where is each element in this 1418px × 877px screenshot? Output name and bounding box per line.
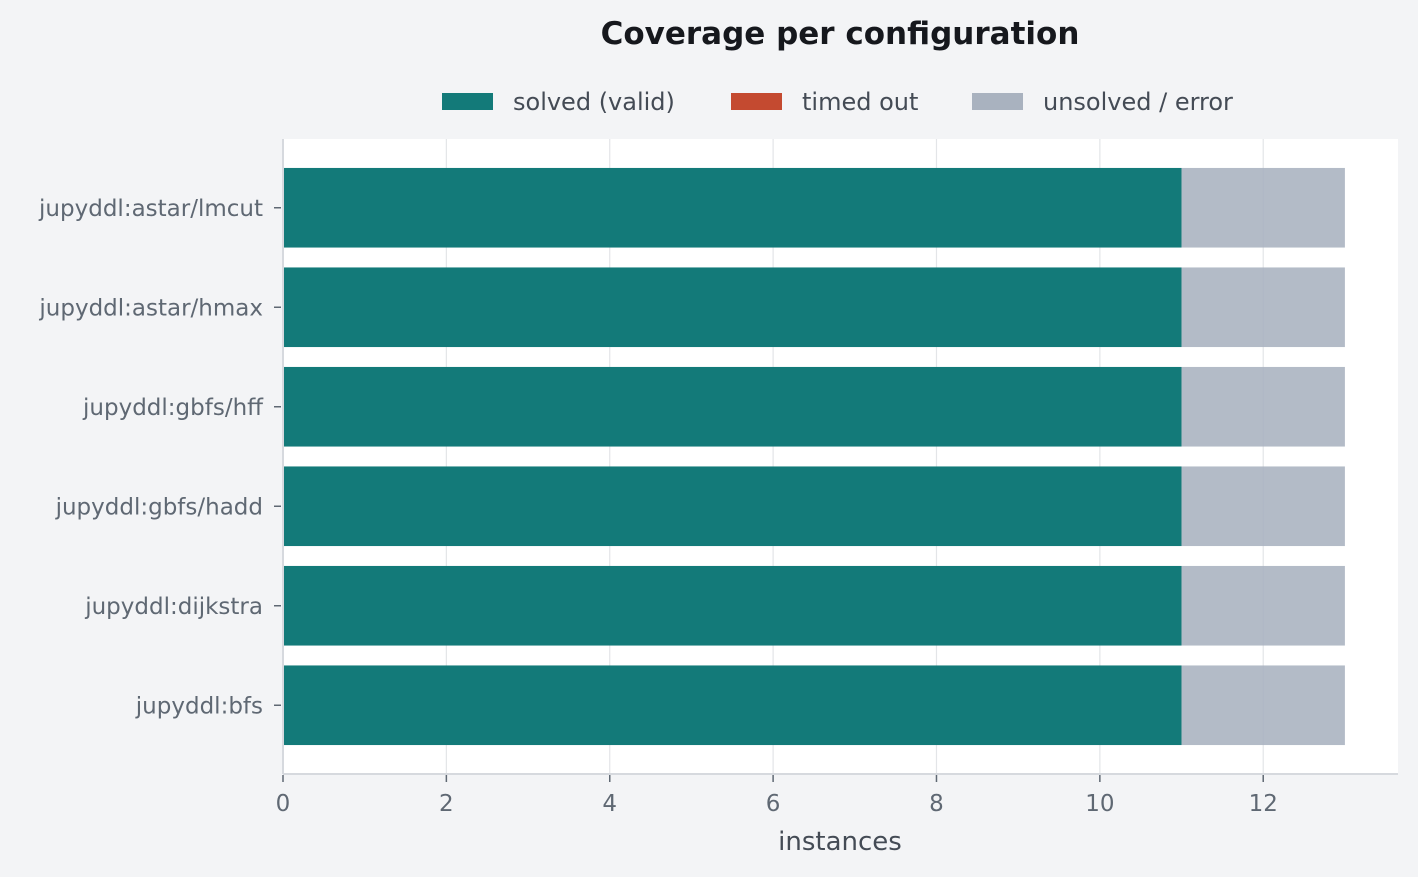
bar-segment <box>1181 267 1345 348</box>
bar-segment <box>1181 565 1345 646</box>
bar-segment <box>283 267 1182 348</box>
legend-swatch <box>972 93 1023 110</box>
bar-segment <box>283 366 1182 447</box>
y-tick-label: jupyddl:gbfs/hadd <box>55 494 263 520</box>
y-tick-label: jupyddl:bfs <box>135 693 263 719</box>
legend-swatch <box>442 93 493 110</box>
bar-segment <box>283 665 1182 746</box>
legend-label: unsolved / error <box>1043 88 1233 116</box>
bar-segment <box>1181 466 1345 547</box>
x-axis-label: instances <box>778 827 902 857</box>
bar-segment <box>1181 366 1345 447</box>
bar-segment <box>1181 665 1345 746</box>
y-tick-label: jupyddl:dijkstra <box>84 594 263 620</box>
x-tick-label: 12 <box>1249 791 1278 817</box>
legend: solved (valid) timed out unsolved / error <box>442 88 1233 116</box>
x-tick-label: 4 <box>602 791 617 817</box>
y-tick-label: jupyddl:gbfs/hff <box>82 395 264 421</box>
bar-segment <box>283 565 1182 646</box>
bar-segment <box>283 167 1182 248</box>
x-tick-label: 10 <box>1085 791 1114 817</box>
x-tick-label: 2 <box>439 791 454 817</box>
x-tick-label: 0 <box>276 791 291 817</box>
x-axis-ticks: 0 2 4 6 8 10 12 <box>276 775 1278 817</box>
bars <box>283 167 1345 746</box>
bar-segment <box>1181 167 1345 248</box>
legend-label: timed out <box>802 88 918 116</box>
y-tick-label: jupyddl:astar/lmcut <box>38 196 263 222</box>
y-axis-ticks: jupyddl:astar/lmcut jupyddl:astar/hmax jup… <box>38 196 281 719</box>
x-tick-label: 8 <box>929 791 944 817</box>
y-tick-label: jupyddl:astar/hmax <box>38 295 263 321</box>
legend-swatch <box>731 93 782 110</box>
bar-segment <box>283 466 1182 547</box>
chart-title: Coverage per configuration <box>601 16 1080 52</box>
legend-label: solved (valid) <box>513 88 675 116</box>
x-tick-label: 6 <box>766 791 781 817</box>
